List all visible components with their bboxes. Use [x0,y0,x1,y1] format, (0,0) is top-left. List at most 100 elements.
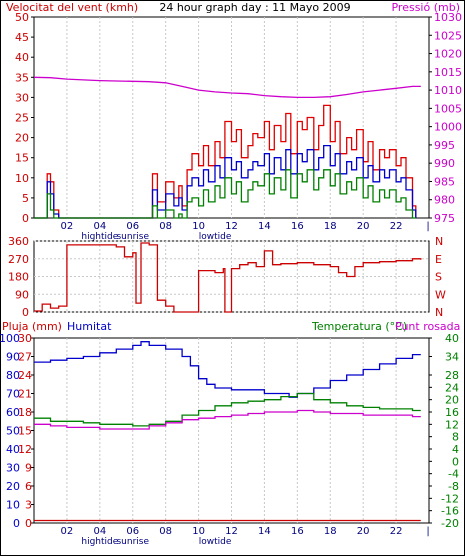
y-tick-label: 30 [15,91,29,104]
dewpoint-axis-label: Punt rosada [395,320,460,333]
humidity-tick-label: 30 [6,462,20,475]
rain-axis-label: Pluja (mm) [2,320,62,333]
y2-tick-label: 1000 [434,121,462,134]
series-3 [34,341,421,522]
series-2 [34,242,422,313]
rain-tick-label: 21 [18,388,32,401]
temperature-tick-label: -4 [448,468,459,481]
rain-tick-label: 15 [18,425,32,438]
humidity-temperature-panel: Pluja (mm) Humitat Temperatura (°C) Punt… [0,320,460,547]
temperature-tick-label: 12 [445,418,459,431]
y2-tick-label: 985 [434,175,455,188]
humidity-tick-label: 70 [6,388,20,401]
rain-tick-label: 12 [18,443,32,456]
y-tick-label: 40 [15,51,29,64]
temperature-tick-label: -20 [441,517,459,530]
temperature-axis-label: Temperatura (°C) [311,320,407,333]
direction-tick-label: 180 [8,271,29,284]
y-tick-label: 45 [15,31,29,44]
series-dewpoint [34,409,421,430]
grid-3 [66,338,397,523]
chart-title: 24 hour graph day : 11 Mayo 2009 [159,1,350,14]
y2-tick-label: 1020 [434,48,462,61]
y2-tick-label: 980 [434,194,455,207]
series-gust [34,104,417,219]
x-tick-label: 10 [192,526,205,537]
left-ticks-1: 0 5 10 15 20 25 30 35 40 45 50 [15,11,34,225]
y-tick-label: 15 [15,152,29,165]
temperature-tick-label: 16 [445,406,459,419]
compass-label: N [435,235,443,248]
rain-tick-label: 3 [25,499,32,512]
y2-tick-label: 1010 [434,84,462,97]
y2-tick-label: 1025 [434,29,462,42]
compass-label: N [435,306,443,319]
rain-tick-label: 18 [18,406,32,419]
temperature-tick-label: -12 [441,492,459,505]
x-tick-label: 04 [93,221,106,232]
humidity-tick-label: 10 [6,499,20,512]
humidity-tick-label: 20 [6,480,20,493]
y2-tick-label: 995 [434,139,455,152]
y2-tick-label: 975 [434,212,455,225]
humidity-tick-label: 40 [6,443,20,456]
humidity-tick-label: 50 [6,425,20,438]
right-ticks-1: 975 980 985 990 995 1000 1005 1010 1015 1020 1025 1… [429,11,462,225]
series-direction [34,242,422,313]
direction-tick-label: 360 [8,235,29,248]
y2-tick-label: 1005 [434,102,462,115]
x-tick-label: 06 [126,526,139,537]
x-tick-label: 06 [126,221,139,232]
direction-tick-label: 90 [15,288,29,301]
rain-tick-label: 6 [25,480,32,493]
compass-label: S [435,271,442,284]
left-ticks-2: 0 90 180 270 360 [8,235,29,319]
x-tick-label: 02 [61,221,74,232]
humidity-tick-label: 60 [6,406,20,419]
rain-tick-label: 24 [18,369,32,382]
x-annotation-lowtide: lowtide [199,232,232,242]
x-tick-label: 02 [61,526,74,537]
x-tick-label: 14 [258,221,271,232]
x-annotation-sunrise: sunrise [116,232,149,242]
x-tick-label: 08 [159,526,172,537]
x-annotation-hightide: hightide [81,232,118,242]
series-1 [33,76,421,219]
compass-label: E [435,253,442,266]
humidity-tick-label: 100 [0,332,20,345]
series-humidity [34,341,421,398]
rain-tick-label: 0 [25,517,32,530]
series-min [34,169,416,219]
x-tick-label: 08 [159,221,172,232]
x-annotation-lowtide: lowtide [199,537,232,547]
x-tick-end: | [426,221,429,232]
x-tick-label: 12 [225,526,238,537]
humidity-axis-label: Humitat [67,320,112,333]
x-annotation-sunrise: sunrise [116,537,149,547]
x-tick-label: 18 [324,526,337,537]
y-tick-label: 35 [15,71,29,84]
y-tick-label: 0 [22,212,29,225]
x-tick-end: | [426,526,429,537]
y2-tick-label: 1030 [434,11,462,24]
temperature-tick-label: 24 [445,381,459,394]
temperature-tick-label: 40 [445,332,459,345]
temperature-tick-label: -16 [441,505,459,518]
grid-1 [66,17,397,218]
temperature-tick-label: 8 [452,431,459,444]
rain-tick-label: 27 [18,351,32,364]
x-tick-label: 18 [324,221,337,232]
rain-tick-label: 9 [25,462,32,475]
wind-pressure-panel: Velocitat del vent (kmh) 24 hour graph d… [6,1,462,242]
humidity-tick-label: 90 [6,351,20,364]
y-tick-label: 10 [15,172,29,185]
x-tick-label: 16 [291,526,304,537]
humidity-tick-label: 0 [13,517,20,530]
temperature-tick-label: 28 [445,369,459,382]
humidity-tick-label: 80 [6,369,20,382]
series-temperature [34,392,421,427]
y2-tick-label: 990 [434,157,455,170]
